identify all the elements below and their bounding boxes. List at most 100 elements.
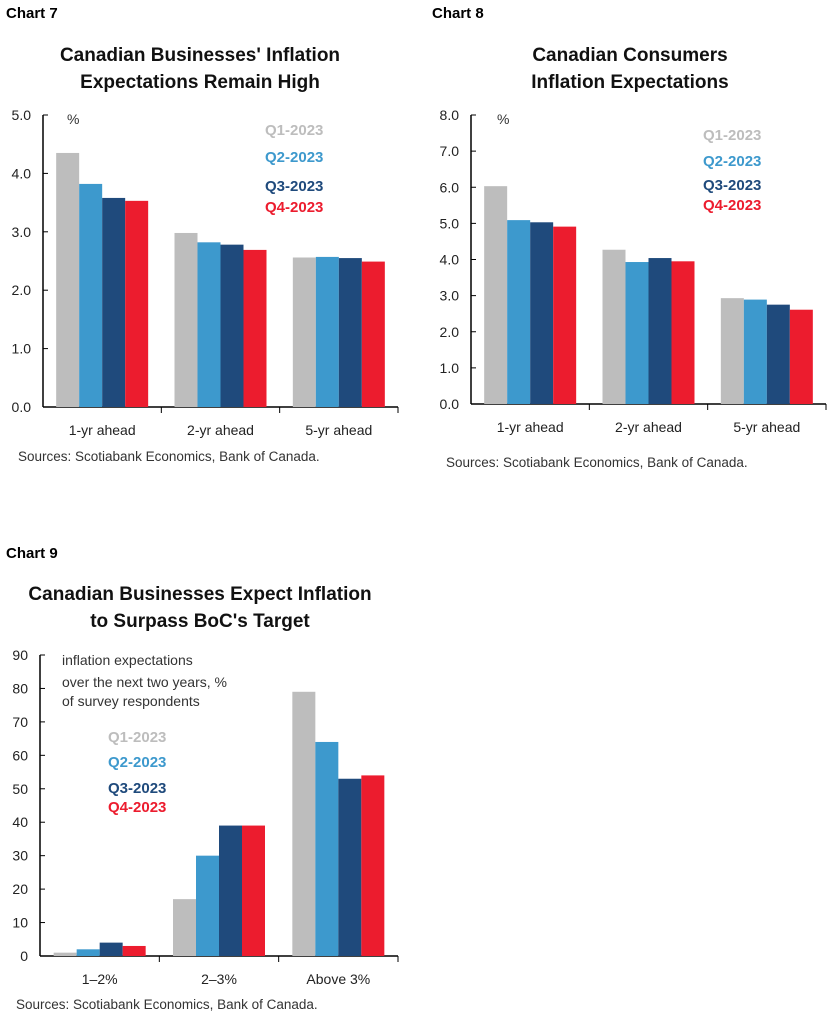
chart-9-y-tick-label: 60 <box>12 747 28 763</box>
chart-7-bar-Q2-2023-2-yr ahead <box>197 242 221 407</box>
chart-8-legend-Q4-2023: Q4-2023 <box>703 197 761 214</box>
chart-8-bar-Q1-2023-2-yr ahead <box>602 249 626 404</box>
chart-9-bar-Q2-2023-1–2% <box>76 949 100 956</box>
chart-7-bar-Q1-2023-2-yr ahead <box>174 232 198 407</box>
chart-7-source: Sources: Scotiabank Economics, Bank of C… <box>18 449 320 464</box>
chart-7-bar-Q3-2023-2-yr ahead <box>220 244 244 407</box>
chart-7-legend-Q2-2023: Q2-2023 <box>265 149 323 166</box>
chart-9-y-tick-label: 0 <box>20 948 28 964</box>
chart-9-bar-Q4-2023-2–3% <box>242 825 265 956</box>
chart-8-x-tick-label: 1-yr ahead <box>497 419 564 435</box>
chart-7-legend-Q3-2023: Q3-2023 <box>265 178 323 195</box>
chart-8-source: Sources: Scotiabank Economics, Bank of C… <box>446 455 748 470</box>
chart-8-bar-Q4-2023-5-yr ahead <box>789 309 813 404</box>
chart-9-y-axis-label: inflation expectations <box>62 652 193 668</box>
chart-7-title: Canadian Businesses' Inflation Expectati… <box>20 42 380 96</box>
chart-7-title-line-2: Expectations Remain High <box>80 72 320 93</box>
chart-9-y-tick-label: 70 <box>12 714 28 730</box>
chart-9-x-tick-label: Above 3% <box>306 971 370 987</box>
chart-8-y-tick-label: 6.0 <box>440 179 460 195</box>
chart-9-legend-Q1-2023: Q1-2023 <box>108 729 166 746</box>
chart-8-y-tick-label: 3.0 <box>440 288 460 304</box>
chart-9-legend-Q4-2023: Q4-2023 <box>108 799 166 816</box>
chart-8-title-line-2: Inflation Expectations <box>531 72 729 93</box>
chart-9-bar-Q1-2023-1–2% <box>53 952 77 956</box>
chart-9-bar-Q2-2023-Above 3% <box>315 741 339 956</box>
chart-9-bar-Q3-2023-Above 3% <box>338 778 362 956</box>
chart-7-bar-Q4-2023-5-yr ahead <box>361 261 385 407</box>
chart-8-label: Chart 8 <box>432 5 484 22</box>
chart-9-label: Chart 9 <box>6 545 58 562</box>
chart-8-y-tick-label: 4.0 <box>440 252 460 268</box>
chart-7-bar-Q2-2023-5-yr ahead <box>315 256 339 407</box>
chart-8-legend-Q2-2023: Q2-2023 <box>703 153 761 170</box>
chart-7-bar-Q2-2023-1-yr ahead <box>79 183 103 407</box>
chart-7-bar-Q1-2023-1-yr ahead <box>56 152 80 407</box>
chart-9-source: Sources: Scotiabank Economics, Bank of C… <box>16 997 318 1012</box>
chart-9-bar-Q2-2023-2–3% <box>196 855 219 956</box>
chart-9-y-tick-label: 40 <box>12 814 28 830</box>
chart-9-title-line-2: to Surpass BoC's Target <box>90 611 310 632</box>
chart-8-y-tick-label: 1.0 <box>440 360 460 376</box>
chart-9-x-tick-label: 2–3% <box>201 971 237 987</box>
chart-8-bar-Q2-2023-5-yr ahead <box>743 299 767 404</box>
chart-8-y-tick-label: 2.0 <box>440 324 460 340</box>
chart-8-title: Canadian Consumers Inflation Expectation… <box>450 42 810 96</box>
chart-8-bar-Q1-2023-1-yr ahead <box>484 186 508 404</box>
chart-8-bar-Q3-2023-1-yr ahead <box>530 222 554 404</box>
chart-7-bar-Q1-2023-5-yr ahead <box>292 257 316 407</box>
chart-7-y-tick-label: 3.0 <box>12 224 32 240</box>
chart-8-y-tick-label: 7.0 <box>440 143 460 159</box>
chart-8-bar-Q1-2023-5-yr ahead <box>720 298 744 404</box>
chart-9-legend-Q2-2023: Q2-2023 <box>108 754 166 771</box>
chart-8-bar-Q3-2023-2-yr ahead <box>648 258 672 404</box>
chart-7-x-tick-label: 1-yr ahead <box>69 422 136 438</box>
chart-8-legend-Q1-2023: Q1-2023 <box>703 127 761 144</box>
chart-8-bar-Q4-2023-2-yr ahead <box>671 261 695 404</box>
chart-9-bar-Q1-2023-2–3% <box>173 899 196 956</box>
chart-9-y-tick-label: 80 <box>12 680 28 696</box>
chart-9-bar-Q1-2023-Above 3% <box>292 691 316 956</box>
chart-7-y-tick-label: 2.0 <box>12 282 32 298</box>
chart-9-bar-Q4-2023-Above 3% <box>361 775 385 956</box>
chart-9-y-axis-label: over the next two years, % <box>62 674 227 690</box>
chart-7-y-tick-label: 4.0 <box>12 165 32 181</box>
chart-8-x-tick-label: 2-yr ahead <box>615 419 682 435</box>
chart-9-x-tick-label: 1–2% <box>82 971 118 987</box>
chart-7-legend-Q1-2023: Q1-2023 <box>265 122 323 139</box>
chart-9-title: Canadian Businesses Expect Inflation to … <box>10 581 390 635</box>
chart-8-bar-Q2-2023-1-yr ahead <box>507 220 531 404</box>
chart-8-y-tick-label: 0.0 <box>440 396 460 412</box>
chart-9-y-tick-label: 50 <box>12 781 28 797</box>
chart-7-y-axis-label: % <box>67 111 79 127</box>
chart-8-x-tick-label: 5-yr ahead <box>733 419 800 435</box>
chart-9-bar-Q3-2023-2–3% <box>219 825 242 956</box>
chart-7-y-tick-label: 5.0 <box>12 107 32 123</box>
chart-9-bar-Q4-2023-1–2% <box>122 945 146 956</box>
chart-8-bar-Q2-2023-2-yr ahead <box>625 262 649 404</box>
chart-9-y-tick-label: 90 <box>12 647 28 663</box>
chart-9-y-tick-label: 20 <box>12 881 28 897</box>
chart-8-y-axis-label: % <box>497 111 509 127</box>
chart-7-x-tick-label: 2-yr ahead <box>187 422 254 438</box>
chart-7-y-tick-label: 1.0 <box>12 341 32 357</box>
chart-8-y-tick-label: 8.0 <box>440 107 460 123</box>
chart-9-y-tick-label: 30 <box>12 848 28 864</box>
chart-7-label: Chart 7 <box>6 5 58 22</box>
chart-8-y-tick-label: 5.0 <box>440 215 460 231</box>
chart-9-y-axis-label: of survey respondents <box>62 693 200 709</box>
chart-8-bar-Q4-2023-1-yr ahead <box>553 226 577 404</box>
chart-9-title-line-1: Canadian Businesses Expect Inflation <box>28 584 372 605</box>
chart-7-bar-Q4-2023-2-yr ahead <box>243 249 267 407</box>
chart-7-x-tick-label: 5-yr ahead <box>305 422 372 438</box>
chart-9-legend-Q3-2023: Q3-2023 <box>108 780 166 797</box>
chart-8-bar-Q3-2023-5-yr ahead <box>766 304 790 404</box>
chart-7-bar-Q4-2023-1-yr ahead <box>125 200 149 407</box>
chart-7-bar-Q3-2023-5-yr ahead <box>338 258 362 407</box>
chart-7-y-tick-label: 0.0 <box>12 399 32 415</box>
chart-8-title-line-1: Canadian Consumers <box>532 45 728 66</box>
chart-8-legend-Q3-2023: Q3-2023 <box>703 177 761 194</box>
chart-9-bar-Q3-2023-1–2% <box>99 942 123 956</box>
